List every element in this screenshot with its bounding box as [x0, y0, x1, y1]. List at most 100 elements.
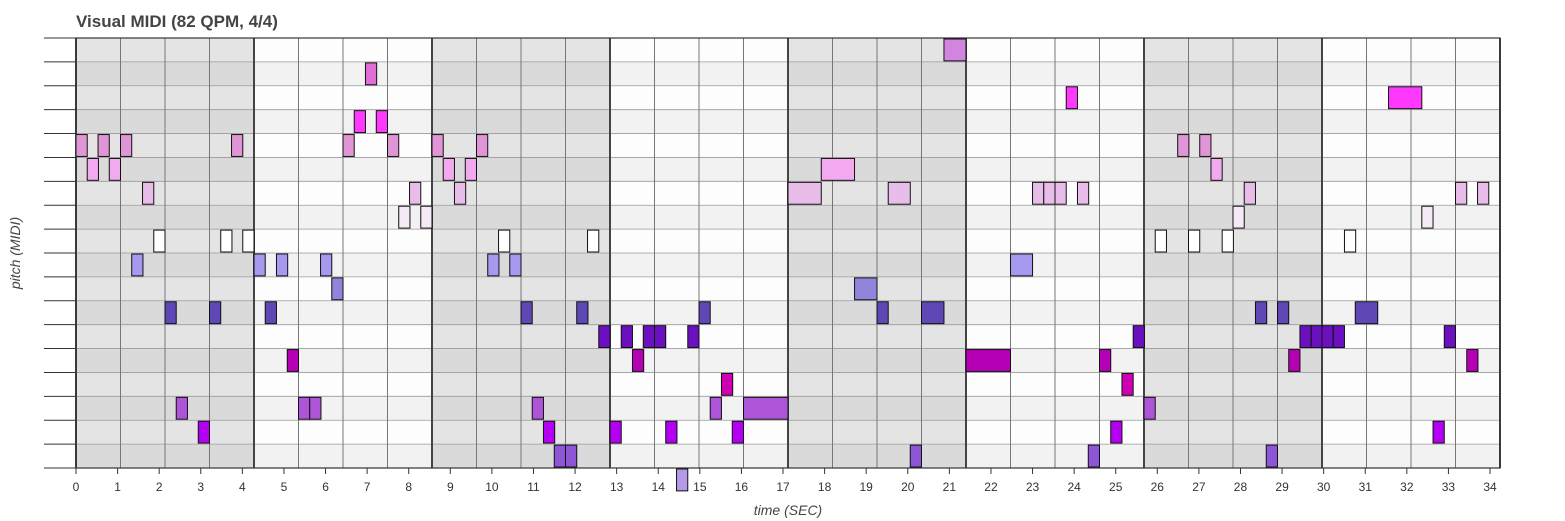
note [965, 349, 1011, 372]
x-tick-label: 25 [1109, 480, 1123, 494]
x-tick-label: 28 [1234, 480, 1248, 494]
note [1388, 86, 1423, 110]
note [476, 134, 489, 157]
note [598, 325, 611, 349]
x-tick-label: 5 [281, 480, 288, 494]
x-tick-label: 18 [818, 480, 832, 494]
x-tick-label: 3 [197, 480, 204, 494]
note [275, 253, 289, 277]
note [854, 277, 878, 301]
note [431, 134, 444, 157]
note [1466, 349, 1479, 372]
x-tick-label: 2 [156, 480, 163, 494]
note [86, 157, 99, 181]
note [242, 229, 255, 253]
x-tick-label: 12 [568, 480, 582, 494]
note [1076, 181, 1090, 205]
note [1232, 205, 1245, 229]
note [1265, 444, 1278, 468]
x-tick-label: 13 [610, 480, 624, 494]
note [676, 468, 689, 492]
note [209, 301, 222, 325]
note [175, 396, 188, 420]
note [1010, 253, 1034, 277]
note [1243, 181, 1256, 205]
note [665, 420, 678, 444]
note [620, 325, 633, 349]
note [1477, 181, 1490, 205]
note [375, 110, 388, 134]
note [286, 349, 299, 372]
note [876, 301, 889, 325]
note [743, 396, 789, 420]
x-tick-label: 29 [1275, 480, 1289, 494]
note [1277, 301, 1290, 325]
note [1110, 420, 1123, 444]
note [1332, 325, 1345, 349]
x-tick-label: 24 [1067, 480, 1081, 494]
note [909, 444, 923, 468]
note [75, 134, 88, 157]
note [309, 396, 322, 420]
note [1455, 181, 1468, 205]
x-tick-label: 30 [1317, 480, 1331, 494]
note [642, 325, 656, 349]
chart-title: Visual MIDI (82 QPM, 4/4) [76, 12, 278, 31]
note [1143, 396, 1156, 420]
note [1177, 134, 1190, 157]
note [1343, 229, 1357, 253]
note [320, 253, 333, 277]
note [509, 253, 522, 277]
note [1288, 349, 1301, 372]
note [531, 396, 544, 420]
x-tick-label: 31 [1359, 480, 1373, 494]
x-tick-label: 32 [1400, 480, 1414, 494]
x-tick-label: 34 [1483, 480, 1497, 494]
x-tick-label: 7 [364, 480, 371, 494]
note [1087, 444, 1100, 468]
note [520, 301, 533, 325]
x-tick-label: 22 [984, 480, 998, 494]
note [220, 229, 233, 253]
note [553, 444, 567, 468]
note [1099, 349, 1112, 372]
note [1310, 325, 1323, 349]
x-tick-label: 0 [73, 480, 80, 494]
note [1299, 325, 1312, 349]
notes [75, 38, 1490, 492]
note [1354, 301, 1379, 325]
note [464, 157, 477, 181]
note [498, 229, 511, 253]
note [253, 253, 266, 277]
x-tick-label: 20 [901, 480, 915, 494]
note [131, 253, 144, 277]
note [1043, 181, 1056, 205]
note [576, 301, 589, 325]
note [1032, 181, 1045, 205]
note [609, 420, 622, 444]
note [887, 181, 911, 205]
x-tick-label: 16 [735, 480, 749, 494]
x-tick-label: 9 [447, 480, 454, 494]
x-tick-label: 21 [943, 480, 957, 494]
x-tick-label: 23 [1026, 480, 1040, 494]
note [364, 62, 378, 86]
x-tick-label: 6 [322, 480, 329, 494]
note [731, 420, 745, 444]
x-tick-label: 14 [652, 480, 666, 494]
x-tick-label: 19 [860, 480, 874, 494]
note [565, 444, 578, 468]
note [197, 420, 210, 444]
note [698, 301, 711, 325]
note [709, 396, 722, 420]
x-tick-label: 33 [1442, 480, 1456, 494]
note [487, 253, 500, 277]
note [108, 157, 121, 181]
note [1054, 181, 1067, 205]
note [153, 229, 166, 253]
note [231, 134, 244, 157]
note [1065, 86, 1078, 110]
note [120, 134, 133, 157]
note [943, 38, 967, 62]
note [720, 372, 734, 396]
